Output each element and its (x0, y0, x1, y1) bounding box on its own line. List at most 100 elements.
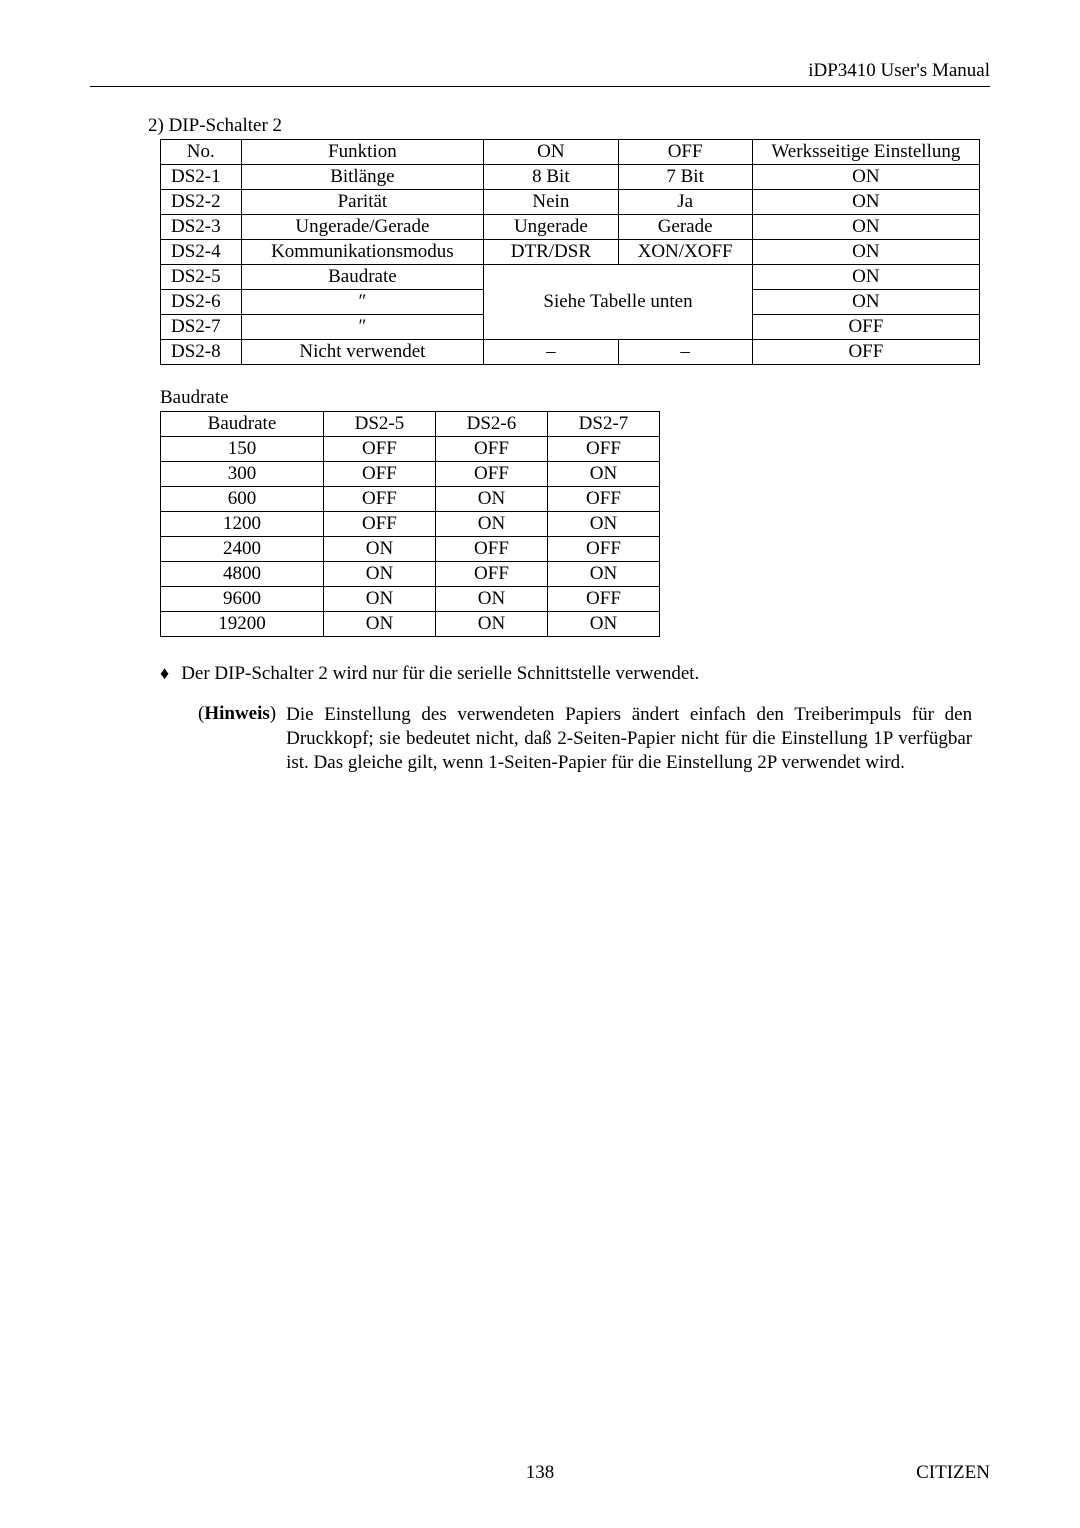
table-row: DS2-5 Baudrate Siehe Tabelle unten ON (161, 265, 980, 290)
cell-on: – (484, 340, 618, 365)
page-header: iDP3410 User's Manual (90, 60, 990, 87)
cell-def: ON (752, 290, 979, 315)
cell-no: DS2-1 (161, 165, 242, 190)
cell-d7: OFF (547, 587, 659, 612)
col-baudrate: Baudrate (161, 412, 324, 437)
cell-d7: ON (547, 462, 659, 487)
cell-func: Ungerade/Gerade (241, 215, 484, 240)
note-text: Die Einstellung des verwendeten Papiers … (286, 703, 972, 774)
col-ds26: DS2-6 (435, 412, 547, 437)
page-footer: 138 CITIZEN (90, 1462, 990, 1484)
cell-func: Baudrate (241, 265, 484, 290)
brand-name: CITIZEN (916, 1462, 990, 1484)
table-row: DS2-3 Ungerade/Gerade Ungerade Gerade ON (161, 215, 980, 240)
col-ds27: DS2-7 (547, 412, 659, 437)
cell-d6: OFF (435, 437, 547, 462)
table-row: 19200 ON ON ON (161, 612, 660, 637)
cell-no: DS2-4 (161, 240, 242, 265)
cell-d6: ON (435, 487, 547, 512)
table-row: DS2-4 Kommunikationsmodus DTR/DSR XON/XO… (161, 240, 980, 265)
cell-off: Ja (618, 190, 752, 215)
hinweis-note: (Hinweis) Die Einstellung des verwendete… (198, 703, 990, 774)
cell-func: Parität (241, 190, 484, 215)
cell-d5: ON (323, 612, 435, 637)
cell-on: 8 Bit (484, 165, 618, 190)
dip-switch-table: No. Funktion ON OFF Werksseitige Einstel… (160, 139, 980, 365)
cell-d7: OFF (547, 437, 659, 462)
col-default: Werksseitige Einstellung (752, 140, 979, 165)
cell-no: DS2-2 (161, 190, 242, 215)
note-label: (Hinweis) (198, 703, 276, 725)
section-dip-switch-2: 2) DIP-Schalter 2 No. Funktion ON OFF We… (140, 115, 990, 774)
diamond-icon: ♦ (160, 663, 169, 684)
cell-d5: OFF (323, 462, 435, 487)
cell-def: ON (752, 190, 979, 215)
cell-baud: 600 (161, 487, 324, 512)
cell-d5: OFF (323, 512, 435, 537)
cell-def: OFF (752, 315, 979, 340)
cell-d5: OFF (323, 487, 435, 512)
cell-d6: OFF (435, 462, 547, 487)
table-row: DS2-8 Nicht verwendet – – OFF (161, 340, 980, 365)
cell-baud: 150 (161, 437, 324, 462)
table-row: 1200 OFF ON ON (161, 512, 660, 537)
note-bold: Hinweis (204, 703, 269, 724)
cell-no: DS2-5 (161, 265, 242, 290)
bullet-text: Der DIP-Schalter 2 wird nur für die seri… (181, 663, 699, 685)
table-header-row: No. Funktion ON OFF Werksseitige Einstel… (161, 140, 980, 165)
col-off: OFF (618, 140, 752, 165)
table-row: 600 OFF ON OFF (161, 487, 660, 512)
document-title: iDP3410 User's Manual (808, 60, 990, 81)
cell-baud: 19200 (161, 612, 324, 637)
cell-func: Kommunikationsmodus (241, 240, 484, 265)
cell-d7: OFF (547, 537, 659, 562)
cell-def: ON (752, 240, 979, 265)
baudrate-table: Baudrate DS2-5 DS2-6 DS2-7 150 OFF OFF O… (160, 411, 660, 637)
cell-on: DTR/DSR (484, 240, 618, 265)
cell-def: ON (752, 215, 979, 240)
cell-no: DS2-8 (161, 340, 242, 365)
cell-no: DS2-3 (161, 215, 242, 240)
cell-d7: ON (547, 512, 659, 537)
cell-on: Ungerade (484, 215, 618, 240)
cell-d7: OFF (547, 487, 659, 512)
table-row: DS2-1 Bitlänge 8 Bit 7 Bit ON (161, 165, 980, 190)
baudrate-title: Baudrate (160, 387, 990, 409)
cell-no: DS2-7 (161, 315, 242, 340)
cell-d7: ON (547, 612, 659, 637)
cell-def: ON (752, 265, 979, 290)
cell-func: Bitlänge (241, 165, 484, 190)
cell-def: ON (752, 165, 979, 190)
cell-d6: OFF (435, 537, 547, 562)
cell-d5: OFF (323, 437, 435, 462)
cell-baud: 4800 (161, 562, 324, 587)
bullet-note: ♦ Der DIP-Schalter 2 wird nur für die se… (160, 663, 990, 685)
section-title: 2) DIP-Schalter 2 (148, 115, 990, 137)
cell-d6: ON (435, 512, 547, 537)
cell-d6: ON (435, 587, 547, 612)
cell-d6: OFF (435, 562, 547, 587)
cell-def: OFF (752, 340, 979, 365)
cell-see-table: Siehe Tabelle unten (484, 265, 753, 340)
cell-baud: 2400 (161, 537, 324, 562)
cell-func: ″ (241, 290, 484, 315)
cell-no: DS2-6 (161, 290, 242, 315)
cell-d6: ON (435, 612, 547, 637)
table-row: 4800 ON OFF ON (161, 562, 660, 587)
cell-baud: 1200 (161, 512, 324, 537)
table-header-row: Baudrate DS2-5 DS2-6 DS2-7 (161, 412, 660, 437)
table-row: 300 OFF OFF ON (161, 462, 660, 487)
cell-d5: ON (323, 562, 435, 587)
cell-off: – (618, 340, 752, 365)
cell-func: Nicht verwendet (241, 340, 484, 365)
cell-on: Nein (484, 190, 618, 215)
cell-func: ″ (241, 315, 484, 340)
table-row: 9600 ON ON OFF (161, 587, 660, 612)
col-no: No. (161, 140, 242, 165)
table-row: DS2-2 Parität Nein Ja ON (161, 190, 980, 215)
table-row: 2400 ON OFF OFF (161, 537, 660, 562)
paren-close: ) (270, 703, 276, 724)
cell-d5: ON (323, 537, 435, 562)
col-function: Funktion (241, 140, 484, 165)
cell-d7: ON (547, 562, 659, 587)
